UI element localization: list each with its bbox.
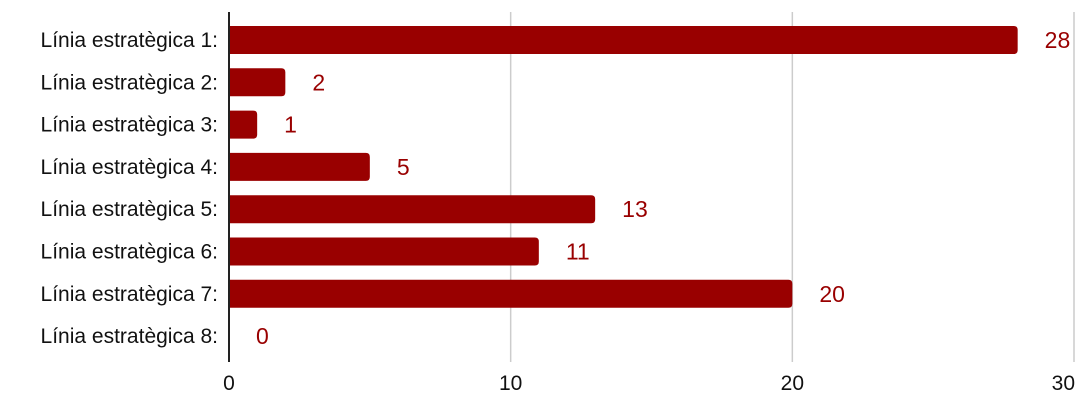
value-label: 0 [256,323,269,349]
x-tick-label: 10 [499,372,522,395]
bar-linia-3 [229,110,258,139]
value-label: 20 [819,281,845,307]
value-label: 2 [312,69,325,95]
bar-linia-7 [229,279,793,308]
x-tick-layer: 0 10 20 30 [223,372,1075,395]
value-label: 13 [622,196,648,222]
category-label: Línia estratègica 8: [41,325,218,348]
category-label: Línia estratègica 3: [41,114,218,137]
value-label: 1 [284,112,297,138]
bar-linia-4 [229,152,370,181]
bar-linia-2 [229,68,286,97]
grid-layer [509,12,1075,362]
category-label-layer: Línia estratègica 1: Línia estratègica 2:… [41,29,218,348]
x-tick-label: 0 [223,372,235,395]
category-label: Línia estratègica 2: [41,71,218,94]
category-label: Línia estratègica 5: [41,198,218,221]
category-label: Línia estratègica 4: [41,156,218,179]
bar-linia-1 [229,26,1018,54]
value-label: 11 [566,239,590,265]
bar-linia-5 [229,195,596,224]
category-label: Línia estratègica 1: [41,29,218,52]
x-tick-label: 30 [1052,372,1075,395]
category-label: Línia estratègica 7: [41,283,218,306]
value-label: 28 [1045,27,1071,53]
bar-linia-6 [229,237,539,266]
value-label-layer: 28 21 5 13 11 20 0 [256,27,1070,349]
x-tick-label: 20 [781,372,804,395]
category-label: Línia estratègica 6: [41,241,218,264]
value-label: 5 [397,154,410,180]
bar-layer [229,26,1018,308]
